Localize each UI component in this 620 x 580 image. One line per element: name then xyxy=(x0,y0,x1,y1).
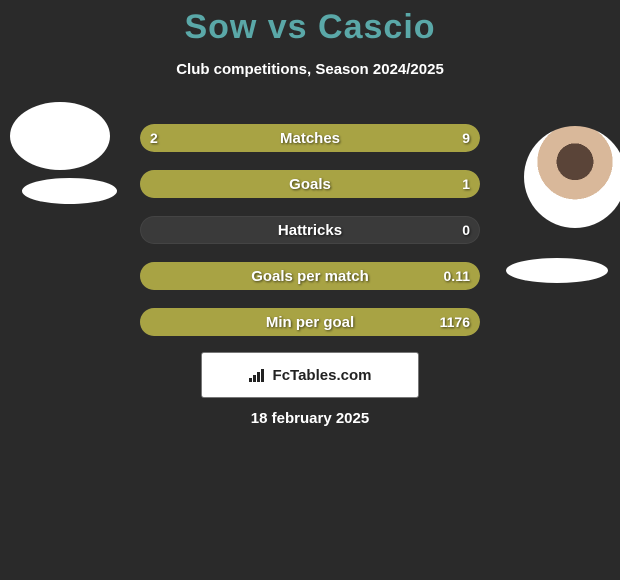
bar-label: Goals xyxy=(140,170,480,198)
stat-bar: Goals per match0.11 xyxy=(140,262,480,290)
watermark-label: FcTables.com xyxy=(273,367,372,384)
player1-avatar xyxy=(10,102,110,170)
bar-right-value: 1176 xyxy=(440,308,470,336)
subtitle: Club competitions, Season 2024/2025 xyxy=(0,61,620,78)
chart-icon xyxy=(249,368,267,382)
bar-right-value: 9 xyxy=(462,124,470,152)
bar-right-value: 0 xyxy=(462,216,470,244)
page-title: Sow vs Cascio xyxy=(0,0,620,47)
bar-right-value: 0.11 xyxy=(444,262,470,290)
player2-avatar xyxy=(524,126,620,228)
player2-avatar-shadow xyxy=(506,258,608,283)
stat-bars: Matches2 9 Goals1 Hattricks0 Goals per match… xyxy=(140,124,480,354)
player1-avatar-shadow xyxy=(22,178,117,204)
bar-label: Min per goal xyxy=(140,308,480,336)
bar-label: Goals per match xyxy=(140,262,480,290)
stat-bar: Hattricks0 xyxy=(140,216,480,244)
stat-bar: Min per goal1176 xyxy=(140,308,480,336)
bar-label: Hattricks xyxy=(140,216,480,244)
bar-right-value: 1 xyxy=(462,170,470,198)
date-label: 18 february 2025 xyxy=(0,410,620,427)
bar-left-value: 2 xyxy=(150,124,158,152)
watermark: FcTables.com xyxy=(202,353,418,397)
stat-bar: Goals1 xyxy=(140,170,480,198)
bar-label: Matches xyxy=(140,124,480,152)
stat-bar: Matches2 9 xyxy=(140,124,480,152)
